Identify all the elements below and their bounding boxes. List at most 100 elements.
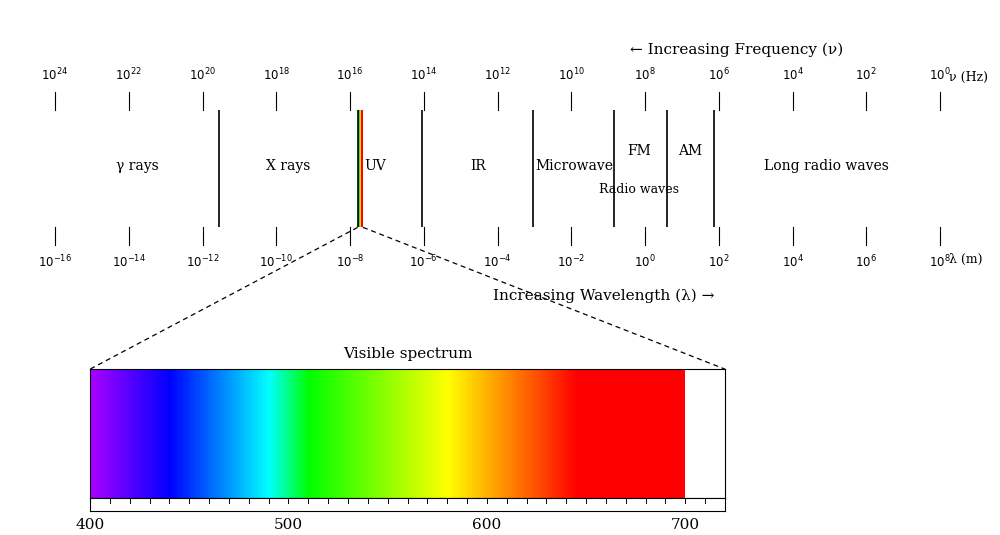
- Bar: [298, 369, 299, 498]
- Bar: [660, 369, 661, 498]
- Bar: [228, 369, 230, 498]
- Bar: [604, 369, 605, 498]
- Text: AM: AM: [678, 144, 702, 158]
- Bar: [547, 369, 548, 498]
- Bar: [339, 369, 341, 498]
- Bar: [148, 369, 150, 498]
- Bar: [565, 369, 566, 498]
- Bar: [628, 369, 629, 498]
- Bar: [522, 369, 523, 498]
- Bar: [392, 369, 393, 498]
- Bar: [529, 369, 530, 498]
- Bar: [525, 369, 527, 498]
- Bar: [511, 369, 512, 498]
- Bar: [615, 369, 616, 498]
- Bar: [605, 369, 607, 498]
- Bar: [244, 369, 245, 498]
- Bar: [289, 369, 290, 498]
- Bar: [170, 369, 171, 498]
- Bar: [573, 369, 574, 498]
- Bar: [510, 369, 511, 498]
- Bar: [141, 369, 142, 498]
- Bar: [521, 369, 522, 498]
- Text: 500: 500: [274, 518, 303, 532]
- Bar: [300, 369, 301, 498]
- Bar: [681, 369, 682, 498]
- Bar: [676, 369, 677, 498]
- Bar: [271, 369, 273, 498]
- Bar: [572, 369, 573, 498]
- Bar: [119, 369, 120, 498]
- Bar: [380, 369, 381, 498]
- Bar: [559, 369, 560, 498]
- Text: $10^{-10}$: $10^{-10}$: [259, 253, 293, 270]
- Bar: [158, 369, 159, 498]
- Bar: [422, 369, 423, 498]
- Bar: [406, 369, 407, 498]
- Bar: [283, 369, 284, 498]
- Text: Increasing Wavelength (λ) →: Increasing Wavelength (λ) →: [493, 288, 714, 303]
- Bar: [134, 369, 135, 498]
- Bar: [486, 369, 487, 498]
- Bar: [574, 369, 576, 498]
- Bar: [496, 369, 497, 498]
- Bar: [123, 369, 125, 498]
- Bar: [541, 369, 542, 498]
- Bar: [366, 369, 367, 498]
- Bar: [437, 369, 438, 498]
- Bar: [456, 369, 457, 498]
- Bar: [212, 369, 213, 498]
- Bar: [250, 369, 251, 498]
- Text: Microwave: Microwave: [535, 159, 613, 173]
- Bar: [463, 369, 465, 498]
- Bar: [139, 369, 140, 498]
- Text: $10^{2}$: $10^{2}$: [708, 253, 730, 270]
- Bar: [552, 369, 553, 498]
- Bar: [537, 369, 539, 498]
- Bar: [517, 369, 518, 498]
- Bar: [650, 369, 651, 498]
- Bar: [294, 369, 295, 498]
- Bar: [623, 369, 624, 498]
- Bar: [595, 369, 596, 498]
- Bar: [528, 369, 529, 498]
- Bar: [567, 369, 568, 498]
- Bar: [598, 369, 599, 498]
- Bar: [265, 369, 267, 498]
- Bar: [103, 369, 104, 498]
- Bar: [348, 369, 349, 498]
- Bar: [273, 369, 274, 498]
- Bar: [446, 369, 447, 498]
- Bar: [413, 369, 414, 498]
- Text: 400: 400: [75, 518, 105, 532]
- Bar: [216, 369, 218, 498]
- Bar: [221, 369, 222, 498]
- Bar: [677, 369, 678, 498]
- Text: $10^{18}$: $10^{18}$: [263, 67, 290, 84]
- Bar: [523, 369, 524, 498]
- Bar: [568, 369, 570, 498]
- Bar: [253, 369, 255, 498]
- Bar: [381, 369, 382, 498]
- Bar: [385, 369, 386, 498]
- Bar: [117, 369, 119, 498]
- Bar: [306, 369, 307, 498]
- Bar: [135, 369, 137, 498]
- Text: 700: 700: [671, 518, 700, 532]
- Bar: [578, 369, 579, 498]
- Bar: [530, 369, 531, 498]
- Bar: [150, 369, 151, 498]
- Bar: [579, 369, 580, 498]
- Text: ν (Hz): ν (Hz): [949, 71, 988, 84]
- Bar: [373, 369, 374, 498]
- Bar: [214, 369, 215, 498]
- Bar: [145, 369, 146, 498]
- Bar: [562, 369, 564, 498]
- Bar: [226, 369, 227, 498]
- Bar: [504, 369, 505, 498]
- Bar: [644, 369, 645, 498]
- Bar: [589, 369, 590, 498]
- Bar: [277, 369, 278, 498]
- Bar: [125, 369, 126, 498]
- Bar: [329, 369, 330, 498]
